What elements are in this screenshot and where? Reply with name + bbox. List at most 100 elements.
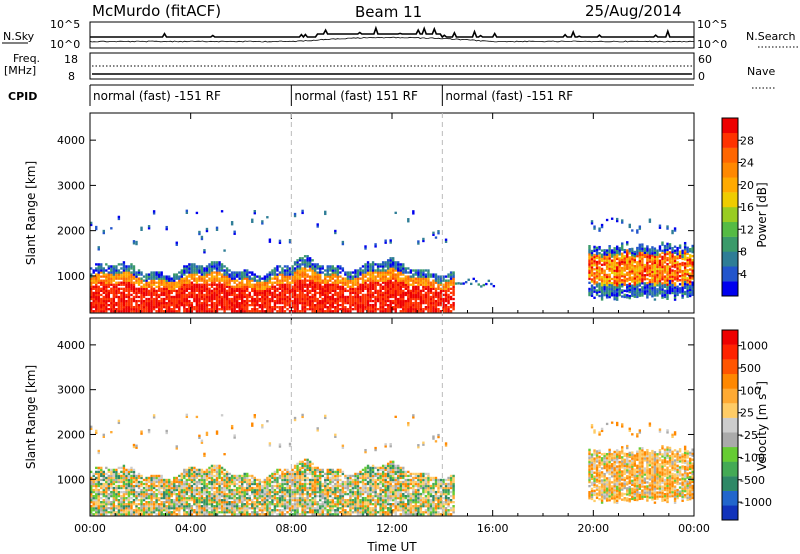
velocity-cell	[130, 478, 133, 482]
power-cell	[205, 301, 209, 305]
velocity-cell	[97, 482, 100, 486]
power-cell	[293, 263, 297, 266]
power-cell	[140, 273, 143, 276]
power-cell	[278, 287, 282, 290]
velocity-cell	[175, 492, 178, 496]
velocity-cell	[92, 472, 95, 476]
power-cell	[298, 263, 302, 266]
velocity-cell	[102, 486, 105, 490]
power-cell	[374, 289, 377, 293]
power-cell	[603, 271, 606, 274]
velocity-cell	[100, 513, 103, 516]
power-cell	[439, 279, 443, 282]
power-cell	[626, 277, 629, 281]
velocity-cell	[120, 486, 123, 490]
power-cell	[296, 271, 299, 274]
power-cell	[97, 291, 100, 295]
power-cell	[127, 277, 131, 280]
velocity-cell	[112, 509, 116, 512]
velocity-cell	[90, 511, 93, 514]
power-cell	[256, 275, 259, 278]
velocity-cell	[168, 513, 171, 516]
velocity-cell	[102, 490, 105, 494]
power-cell	[306, 283, 309, 286]
power-cell	[369, 275, 372, 278]
power-cell	[223, 310, 226, 313]
power-cell	[203, 271, 206, 274]
velocity-cell	[112, 488, 116, 492]
power-cell	[631, 255, 634, 259]
power-cell	[671, 271, 674, 274]
power-cell	[646, 251, 649, 254]
power-cell	[480, 285, 483, 288]
power-cell	[374, 287, 377, 290]
power-cell	[97, 301, 100, 305]
power-cell	[364, 297, 367, 301]
power-cell	[490, 282, 493, 286]
power-cell	[92, 285, 95, 288]
power-cell	[671, 249, 674, 252]
velocity-cell	[105, 490, 108, 494]
velocity-cell	[208, 500, 211, 504]
power-cell	[626, 241, 629, 244]
power-cell	[193, 291, 196, 295]
velocity-cell	[127, 496, 131, 500]
power-cell	[673, 298, 677, 301]
power-cell	[324, 275, 327, 278]
power-cell	[303, 299, 307, 303]
power-cell	[117, 271, 121, 274]
power-cell	[127, 267, 131, 270]
power-cell	[417, 281, 420, 284]
power-cell	[681, 286, 684, 289]
power-cell	[102, 305, 105, 309]
velocity-cell	[115, 486, 118, 490]
power-cell	[125, 293, 128, 297]
power-cell	[258, 277, 262, 280]
power-cell	[293, 305, 297, 309]
velocity-cell	[122, 478, 126, 482]
power-cell	[147, 293, 151, 297]
power-cell	[329, 295, 332, 299]
power-cell	[608, 279, 611, 282]
power-cell	[412, 310, 415, 313]
power-cell	[600, 288, 604, 291]
power-cell	[354, 275, 357, 278]
power-cell	[661, 255, 664, 259]
power-cell	[263, 283, 267, 286]
power-cell	[200, 310, 204, 313]
power-cell	[142, 283, 146, 286]
power-cell	[147, 225, 151, 228]
power-cell	[417, 271, 420, 274]
velocity-cell	[173, 505, 176, 508]
velocity-cell	[95, 482, 98, 486]
power-cell	[308, 275, 312, 278]
power-cell	[407, 291, 410, 295]
velocity-cell	[213, 470, 216, 474]
power-cell	[351, 299, 355, 303]
power-cell	[170, 303, 173, 307]
velocity-cell	[107, 498, 111, 502]
power-cell	[130, 275, 133, 278]
power-cell	[223, 297, 226, 301]
power-cell	[120, 291, 123, 295]
power-cell	[361, 275, 365, 278]
power-cell	[291, 279, 294, 282]
power-cell	[210, 301, 214, 305]
power-cell	[210, 291, 214, 295]
power-cell	[303, 283, 307, 286]
velocity-cell	[107, 496, 111, 500]
power-cell	[359, 271, 362, 274]
power-cell	[615, 272, 619, 275]
velocity-cell	[165, 429, 168, 433]
velocity-cell	[168, 482, 171, 486]
velocity-cell	[193, 494, 196, 498]
velocity-cell	[168, 503, 171, 506]
power-cell	[392, 273, 395, 276]
power-cell	[253, 301, 256, 305]
power-cell	[241, 281, 244, 284]
power-cell	[432, 299, 435, 303]
power-cell	[608, 277, 611, 280]
power-cell	[152, 281, 156, 284]
power-cell	[641, 294, 644, 297]
power-cell	[595, 262, 599, 266]
